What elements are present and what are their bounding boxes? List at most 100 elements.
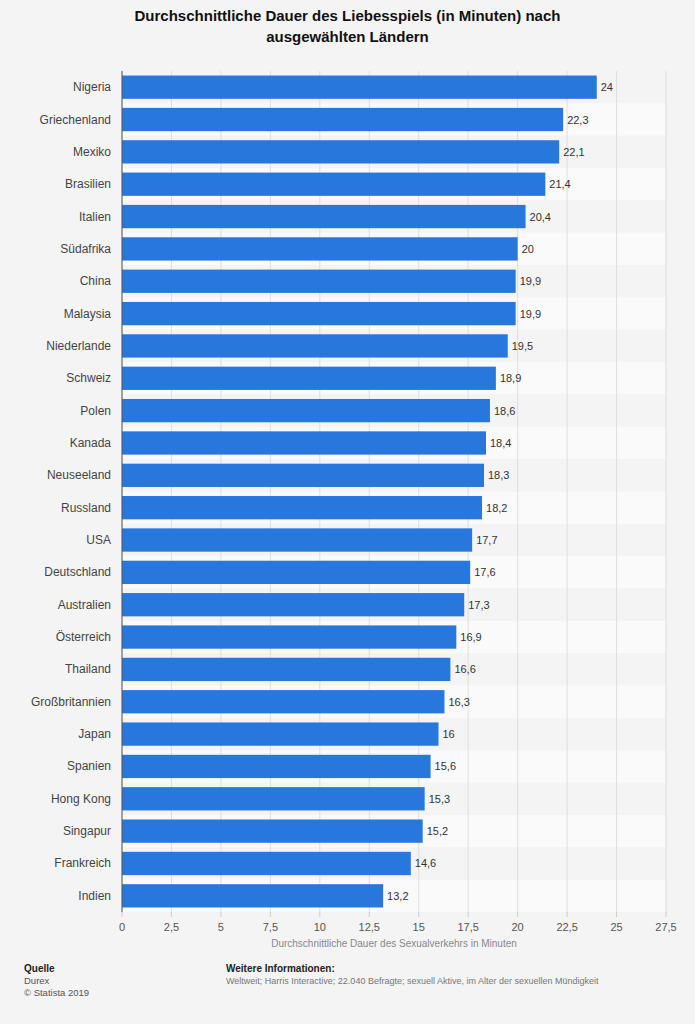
tick-label: 25 bbox=[610, 921, 622, 933]
data-label: 16,6 bbox=[454, 663, 475, 675]
bar bbox=[122, 625, 456, 648]
data-label: 18,3 bbox=[488, 469, 509, 481]
category-label: Brasilien bbox=[65, 177, 111, 191]
data-label: 24 bbox=[601, 81, 613, 93]
data-label: 16 bbox=[443, 728, 455, 740]
category-label: Deutschland bbox=[44, 565, 111, 579]
axis-label: Durchschnittliche Dauer des Sexualverkeh… bbox=[271, 938, 517, 949]
bar bbox=[122, 367, 496, 390]
tick-label: 2,5 bbox=[164, 921, 179, 933]
row-stripe bbox=[122, 815, 666, 847]
row-stripe bbox=[122, 847, 666, 879]
bar bbox=[122, 464, 484, 487]
chart: 02,557,51012,51517,52022,52527,524Nigeri… bbox=[0, 0, 695, 1024]
bar bbox=[122, 755, 431, 778]
tick-mark bbox=[517, 912, 518, 917]
row-stripe bbox=[122, 880, 666, 912]
data-label: 14,6 bbox=[415, 857, 436, 869]
tick-label: 15 bbox=[413, 921, 425, 933]
row-stripe bbox=[122, 233, 666, 265]
copyright: © Statista 2019 bbox=[24, 987, 89, 998]
row-stripe bbox=[122, 686, 666, 718]
bar bbox=[122, 852, 411, 875]
bar bbox=[122, 237, 518, 260]
grid-line bbox=[369, 71, 370, 912]
category-label: Südafrika bbox=[60, 242, 111, 256]
bar bbox=[122, 399, 490, 422]
bar bbox=[122, 270, 516, 293]
tick-label: 27,5 bbox=[655, 921, 676, 933]
category-label: Malaysia bbox=[64, 307, 112, 321]
category-label: Frankreich bbox=[54, 856, 111, 870]
category-label: Australien bbox=[58, 598, 111, 612]
tick-mark bbox=[616, 912, 617, 917]
axis-line bbox=[122, 71, 123, 912]
tick-label: 5 bbox=[218, 921, 224, 933]
category-label: Singapur bbox=[63, 824, 111, 838]
category-label: Thailand bbox=[65, 662, 111, 676]
data-label: 18,2 bbox=[486, 502, 507, 514]
row-stripe bbox=[122, 394, 666, 426]
row-stripe bbox=[122, 297, 666, 329]
bar bbox=[122, 561, 470, 584]
bar bbox=[122, 302, 516, 325]
tick-mark bbox=[220, 912, 221, 917]
data-label: 15,2 bbox=[427, 825, 448, 837]
row-stripe bbox=[122, 621, 666, 653]
row-stripe bbox=[122, 168, 666, 200]
grid-line bbox=[567, 71, 568, 912]
data-label: 17,6 bbox=[474, 566, 495, 578]
category-label: Großbritannien bbox=[31, 695, 111, 709]
row-stripe bbox=[122, 136, 666, 168]
category-label: Schweiz bbox=[66, 371, 111, 385]
data-label: 19,5 bbox=[512, 340, 533, 352]
data-label: 15,6 bbox=[435, 760, 456, 772]
bar bbox=[122, 173, 545, 196]
data-label: 22,3 bbox=[567, 114, 588, 126]
bar bbox=[122, 140, 559, 163]
source-label: Quelle bbox=[24, 963, 55, 974]
data-label: 16,3 bbox=[448, 696, 469, 708]
data-label: 15,3 bbox=[429, 793, 450, 805]
row-stripe bbox=[122, 330, 666, 362]
data-label: 22,1 bbox=[563, 146, 584, 158]
bar bbox=[122, 658, 450, 681]
bar bbox=[122, 787, 425, 810]
grid-line bbox=[319, 71, 320, 912]
grid-line bbox=[270, 71, 271, 912]
bars bbox=[122, 76, 597, 908]
grid-line bbox=[616, 71, 617, 912]
category-label: Hong Kong bbox=[51, 792, 111, 806]
category-label: Österreich bbox=[56, 630, 111, 644]
data-label: 18,4 bbox=[490, 437, 511, 449]
bar bbox=[122, 334, 508, 357]
data-label: 19,9 bbox=[520, 275, 541, 287]
category-label: Japan bbox=[78, 727, 111, 741]
grid-line bbox=[122, 71, 123, 912]
tick-label: 10 bbox=[314, 921, 326, 933]
bar bbox=[122, 496, 482, 519]
row-stripe bbox=[122, 589, 666, 621]
tick-mark bbox=[270, 912, 271, 917]
category-label: Nigeria bbox=[73, 80, 111, 94]
row-stripe bbox=[122, 718, 666, 750]
grid-line bbox=[517, 71, 518, 912]
data-label: 16,9 bbox=[460, 631, 481, 643]
row-stripe bbox=[122, 653, 666, 685]
data-label: 18,6 bbox=[494, 405, 515, 417]
data-label: 17,3 bbox=[468, 599, 489, 611]
data-label: 18,9 bbox=[500, 372, 521, 384]
category-label: USA bbox=[86, 533, 111, 547]
row-stripe bbox=[122, 200, 666, 232]
tick-label: 12,5 bbox=[359, 921, 380, 933]
grid-line bbox=[418, 71, 419, 912]
bar bbox=[122, 108, 563, 131]
category-label: Niederlande bbox=[46, 339, 111, 353]
category-label: Mexiko bbox=[73, 145, 111, 159]
data-label: 17,7 bbox=[476, 534, 497, 546]
tick-mark bbox=[468, 912, 469, 917]
bar bbox=[122, 819, 423, 842]
category-label: Italien bbox=[79, 210, 111, 224]
bar bbox=[122, 528, 472, 551]
category-label: Spanien bbox=[67, 759, 111, 773]
